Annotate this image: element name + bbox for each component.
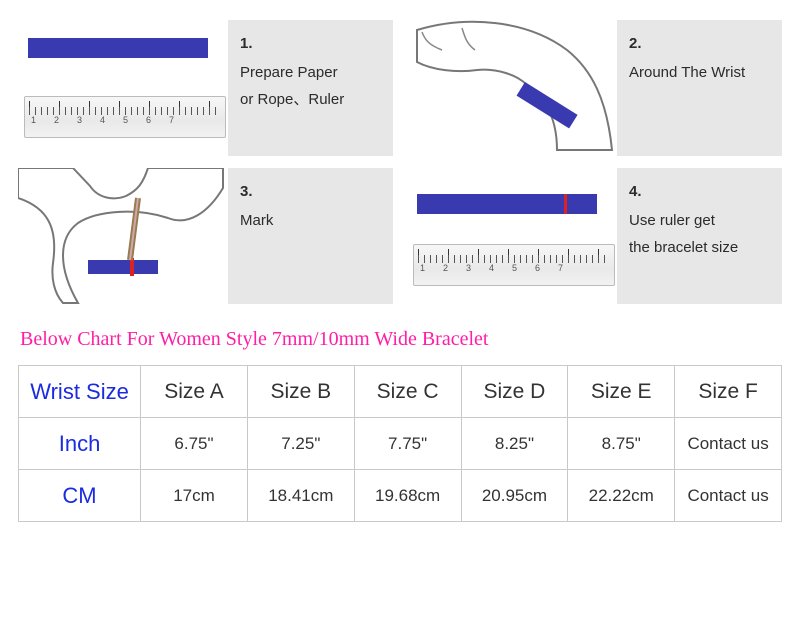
cell: Contact us — [675, 470, 782, 522]
step-4-panel: 1234567 4. Use ruler get the bracelet si… — [407, 168, 782, 304]
cell: 19.68cm — [354, 470, 461, 522]
cell: 7.25" — [247, 418, 354, 470]
hand-mark-icon — [18, 168, 228, 304]
size-table: Wrist Size Size A Size B Size C Size D S… — [18, 365, 782, 522]
step-2-line1: Around The Wrist — [629, 59, 774, 86]
col-size-a: Size A — [141, 366, 248, 418]
table-row: Inch 6.75" 7.25" 7.75" 8.25" 8.75" Conta… — [19, 418, 782, 470]
cell: 8.75" — [568, 418, 675, 470]
step-3-num: 3. — [240, 178, 385, 205]
chart-title: Below Chart For Women Style 7mm/10mm Wid… — [20, 328, 782, 351]
cell: Contact us — [675, 418, 782, 470]
cell: 6.75" — [141, 418, 248, 470]
table-header-row: Wrist Size Size A Size B Size C Size D S… — [19, 366, 782, 418]
step-1-panel: 1234567 1. Prepare Paper or Rope、Ruler — [18, 20, 393, 156]
cell: 7.75" — [354, 418, 461, 470]
ruler-numbers: 1234567 — [31, 115, 219, 125]
col-size-c: Size C — [354, 366, 461, 418]
cell: 8.25" — [461, 418, 568, 470]
step-3-panel: 3. Mark — [18, 168, 393, 304]
hand-around-wrist-icon — [407, 20, 617, 156]
step-1-illustration: 1234567 — [18, 20, 228, 156]
step-2-text: 2. Around The Wrist — [617, 20, 782, 156]
ruler-numbers: 1234567 — [420, 263, 608, 273]
cell: 18.41cm — [247, 470, 354, 522]
step-2-num: 2. — [629, 30, 774, 57]
step-4-num: 4. — [629, 178, 774, 205]
paper-strip-icon — [28, 38, 208, 58]
col-size-d: Size D — [461, 366, 568, 418]
steps-grid: 1234567 1. Prepare Paper or Rope、Ruler 2… — [18, 20, 782, 304]
step-4-illustration: 1234567 — [407, 168, 617, 304]
cell: 22.22cm — [568, 470, 675, 522]
step-1-text: 1. Prepare Paper or Rope、Ruler — [228, 20, 393, 156]
cell: 17cm — [141, 470, 248, 522]
step-4-line1: Use ruler get — [629, 207, 774, 234]
row-cm-label: CM — [19, 470, 141, 522]
col-size-e: Size E — [568, 366, 675, 418]
paper-strip-marked-icon — [417, 194, 597, 214]
step-4-line2: the bracelet size — [629, 234, 774, 261]
step-1-num: 1. — [240, 30, 385, 57]
col-size-b: Size B — [247, 366, 354, 418]
cell: 20.95cm — [461, 470, 568, 522]
step-2-panel: 2. Around The Wrist — [407, 20, 782, 156]
step-1-line2: or Rope、Ruler — [240, 86, 385, 113]
row-inch-label: Inch — [19, 418, 141, 470]
step-1-line1: Prepare Paper — [240, 59, 385, 86]
col-size-f: Size F — [675, 366, 782, 418]
step-3-line1: Mark — [240, 207, 385, 234]
step-3-illustration — [18, 168, 228, 304]
ruler-icon: 1234567 — [24, 96, 226, 138]
ruler-icon: 1234567 — [413, 244, 615, 286]
col-wrist-size: Wrist Size — [19, 366, 141, 418]
table-row: CM 17cm 18.41cm 19.68cm 20.95cm 22.22cm … — [19, 470, 782, 522]
step-3-text: 3. Mark — [228, 168, 393, 304]
step-2-illustration — [407, 20, 617, 156]
step-4-text: 4. Use ruler get the bracelet size — [617, 168, 782, 304]
